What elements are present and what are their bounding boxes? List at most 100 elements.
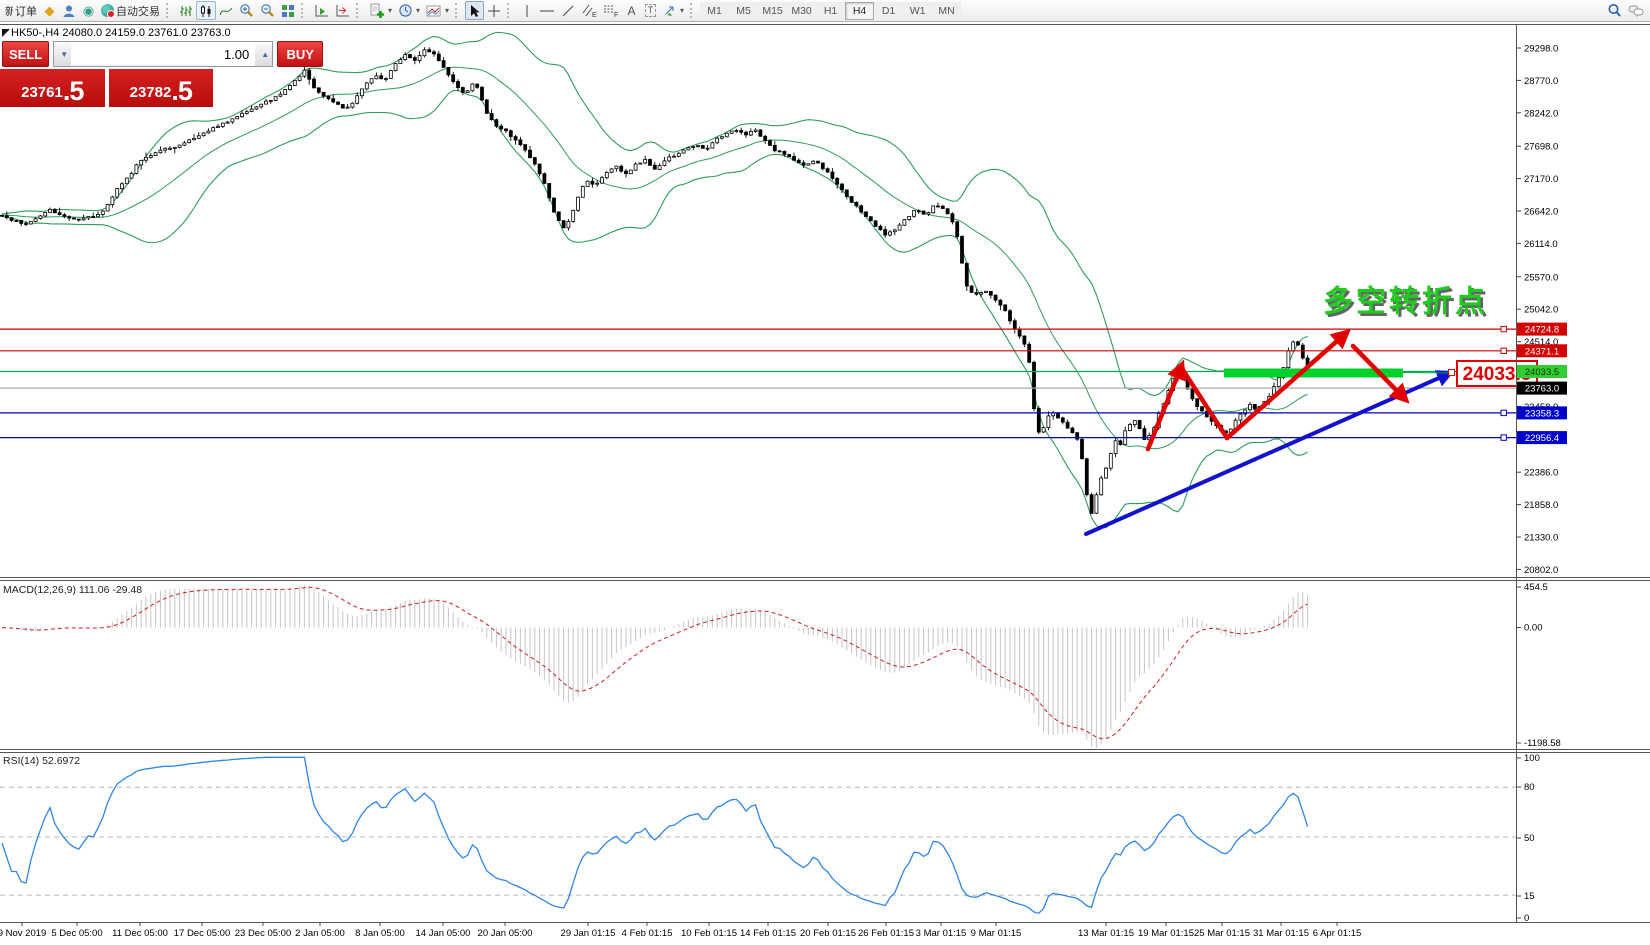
blue-trend-arrow bbox=[1084, 370, 1455, 536]
buy-price: 23782 bbox=[129, 84, 172, 101]
zoom-in-button[interactable] bbox=[236, 1, 257, 20]
svg-text:20802.0: 20802.0 bbox=[1524, 565, 1558, 576]
sell-price: 23761 bbox=[21, 84, 63, 101]
market-watch-button[interactable]: ◆ bbox=[40, 1, 59, 20]
dropdown-arrow-icon: ▾ bbox=[680, 6, 685, 15]
callout-connector bbox=[1402, 372, 1456, 374]
timeframe-M1[interactable]: M1 bbox=[700, 1, 730, 20]
axis-price-label bbox=[1517, 365, 1567, 378]
svg-text:17 Dec 05:00: 17 Dec 05:00 bbox=[174, 928, 231, 939]
chat-bubbles-icon bbox=[1628, 5, 1644, 18]
macd-signal-line bbox=[1, 586, 1308, 740]
zoom-out-button[interactable] bbox=[257, 1, 278, 20]
cursor-icon bbox=[471, 4, 480, 17]
svg-text:11 Dec 05:00: 11 Dec 05:00 bbox=[112, 928, 168, 939]
svg-text:15: 15 bbox=[1524, 891, 1535, 902]
equidistant-channel-tool-button[interactable]: E bbox=[578, 1, 600, 20]
timeframe-W1[interactable]: W1 bbox=[903, 1, 933, 20]
red-zigzag-arrow bbox=[1145, 359, 1186, 452]
dropdown-arrow-icon: ▾ bbox=[388, 6, 393, 15]
buy-price-box[interactable]: 23782.5 bbox=[108, 69, 213, 107]
svg-text:25042.0: 25042.0 bbox=[1524, 305, 1558, 316]
sell-button[interactable]: SELL bbox=[2, 41, 50, 67]
templates-button[interactable]: ▾ bbox=[423, 1, 452, 20]
toolbar: 新 订单 ◆ ◉ 自动交易 bbox=[0, 0, 1650, 22]
timeframe-H1[interactable]: H1 bbox=[816, 1, 846, 20]
svg-text:22386.0: 22386.0 bbox=[1524, 468, 1558, 479]
buy-button[interactable]: BUY bbox=[277, 41, 324, 67]
svg-text:27698.0: 27698.0 bbox=[1524, 142, 1558, 153]
vertical-line-icon bbox=[526, 4, 528, 17]
chat-button[interactable] bbox=[1625, 1, 1648, 20]
cursor-tool-button[interactable] bbox=[465, 1, 485, 20]
svg-text:14 Jan 05:00: 14 Jan 05:00 bbox=[416, 928, 471, 939]
axis-price-label bbox=[1517, 381, 1567, 395]
add-indicator-icon bbox=[370, 3, 384, 18]
svg-text:23 Dec 05:00: 23 Dec 05:00 bbox=[235, 928, 292, 939]
one-click-collapse-arrow[interactable] bbox=[2, 29, 10, 37]
chart-shift-button[interactable] bbox=[332, 1, 353, 20]
new-order-icon: 新 bbox=[5, 5, 13, 18]
timeframe-H4[interactable]: H4 bbox=[845, 1, 875, 20]
autotrading-button[interactable]: 自动交易 bbox=[98, 1, 163, 20]
person-icon bbox=[63, 5, 75, 17]
fibonacci-tool-button[interactable]: F bbox=[600, 1, 622, 20]
sell-price-box[interactable]: 23761.5 bbox=[0, 69, 105, 107]
svg-text:29 Jan 01:15: 29 Jan 01:15 bbox=[561, 928, 616, 939]
svg-text:8 Jan 05:00: 8 Jan 05:00 bbox=[355, 928, 405, 939]
arrow-shapes-icon bbox=[665, 6, 674, 16]
text-tool-button[interactable]: A bbox=[622, 1, 641, 20]
line-chart-icon bbox=[219, 7, 233, 15]
tile-windows-button[interactable] bbox=[278, 1, 298, 20]
timeframe-MN[interactable]: MN bbox=[932, 1, 962, 20]
timeframe-D1[interactable]: D1 bbox=[874, 1, 904, 20]
svg-text:6 Apr 01:15: 6 Apr 01:15 bbox=[1313, 928, 1362, 939]
zoom-in-icon bbox=[240, 4, 253, 17]
volume-stepper: ▼ ▲ bbox=[53, 41, 274, 67]
auto-scroll-button[interactable] bbox=[311, 1, 332, 20]
horizontal-line-tool-button[interactable] bbox=[536, 1, 558, 20]
axis-price-label bbox=[1517, 431, 1567, 445]
template-icon bbox=[426, 5, 441, 16]
dropdown-arrow-icon: ▾ bbox=[445, 6, 450, 15]
signal-button[interactable]: ◉ bbox=[79, 1, 98, 20]
svg-text:-1198.58: -1198.58 bbox=[1524, 738, 1561, 749]
volume-decrease-button[interactable]: ▼ bbox=[54, 42, 72, 66]
svg-text:2 Jan 05:00: 2 Jan 05:00 bbox=[295, 928, 345, 939]
rsi-pane bbox=[0, 756, 1516, 914]
timeframe-M5[interactable]: M5 bbox=[729, 1, 759, 20]
candlestick-mode-button[interactable] bbox=[196, 1, 216, 20]
svg-text:31 Mar 01:15: 31 Mar 01:15 bbox=[1253, 928, 1309, 939]
trendline-tool-button[interactable] bbox=[558, 1, 578, 20]
crosshair-tool-button[interactable] bbox=[484, 1, 504, 20]
search-button[interactable] bbox=[1604, 1, 1625, 20]
periods-button[interactable]: ▾ bbox=[395, 1, 423, 20]
autotrading-label: 自动交易 bbox=[116, 5, 160, 18]
svg-text:20 Feb 01:15: 20 Feb 01:15 bbox=[800, 928, 856, 939]
channel-icon: E bbox=[582, 4, 597, 18]
bollinger-upper-band bbox=[1, 31, 1308, 397]
profile-button[interactable] bbox=[59, 1, 79, 20]
timeframe-M30[interactable]: M30 bbox=[787, 1, 817, 20]
svg-text:0.00: 0.00 bbox=[1524, 623, 1543, 634]
svg-text:25570.0: 25570.0 bbox=[1524, 272, 1558, 283]
rsi-label: RSI(14) 52.6972 bbox=[3, 755, 81, 767]
svg-text:29298.0: 29298.0 bbox=[1524, 44, 1558, 55]
volume-input[interactable] bbox=[71, 42, 256, 66]
volume-increase-button[interactable]: ▲ bbox=[255, 42, 273, 66]
timeframe-M15[interactable]: M15 bbox=[758, 1, 788, 20]
svg-text:26 Feb 01:15: 26 Feb 01:15 bbox=[858, 928, 914, 939]
zoom-out-icon bbox=[261, 4, 274, 17]
svg-text:4 Feb 01:15: 4 Feb 01:15 bbox=[622, 928, 673, 939]
arrows-tool-button[interactable]: ▾ bbox=[660, 1, 687, 20]
new-order-button[interactable]: 新 订单 bbox=[2, 1, 40, 20]
line-chart-mode-button[interactable] bbox=[216, 1, 236, 20]
vertical-line-tool-button[interactable] bbox=[517, 1, 536, 20]
text-label-tool-button[interactable]: T bbox=[641, 1, 660, 20]
text-tool-icon: A bbox=[627, 3, 636, 18]
indicators-button[interactable]: ▾ bbox=[366, 1, 395, 20]
bar-chart-mode-button[interactable] bbox=[176, 1, 196, 20]
bollinger-middle-band bbox=[1, 66, 1308, 450]
axis-price-label bbox=[1517, 322, 1567, 336]
